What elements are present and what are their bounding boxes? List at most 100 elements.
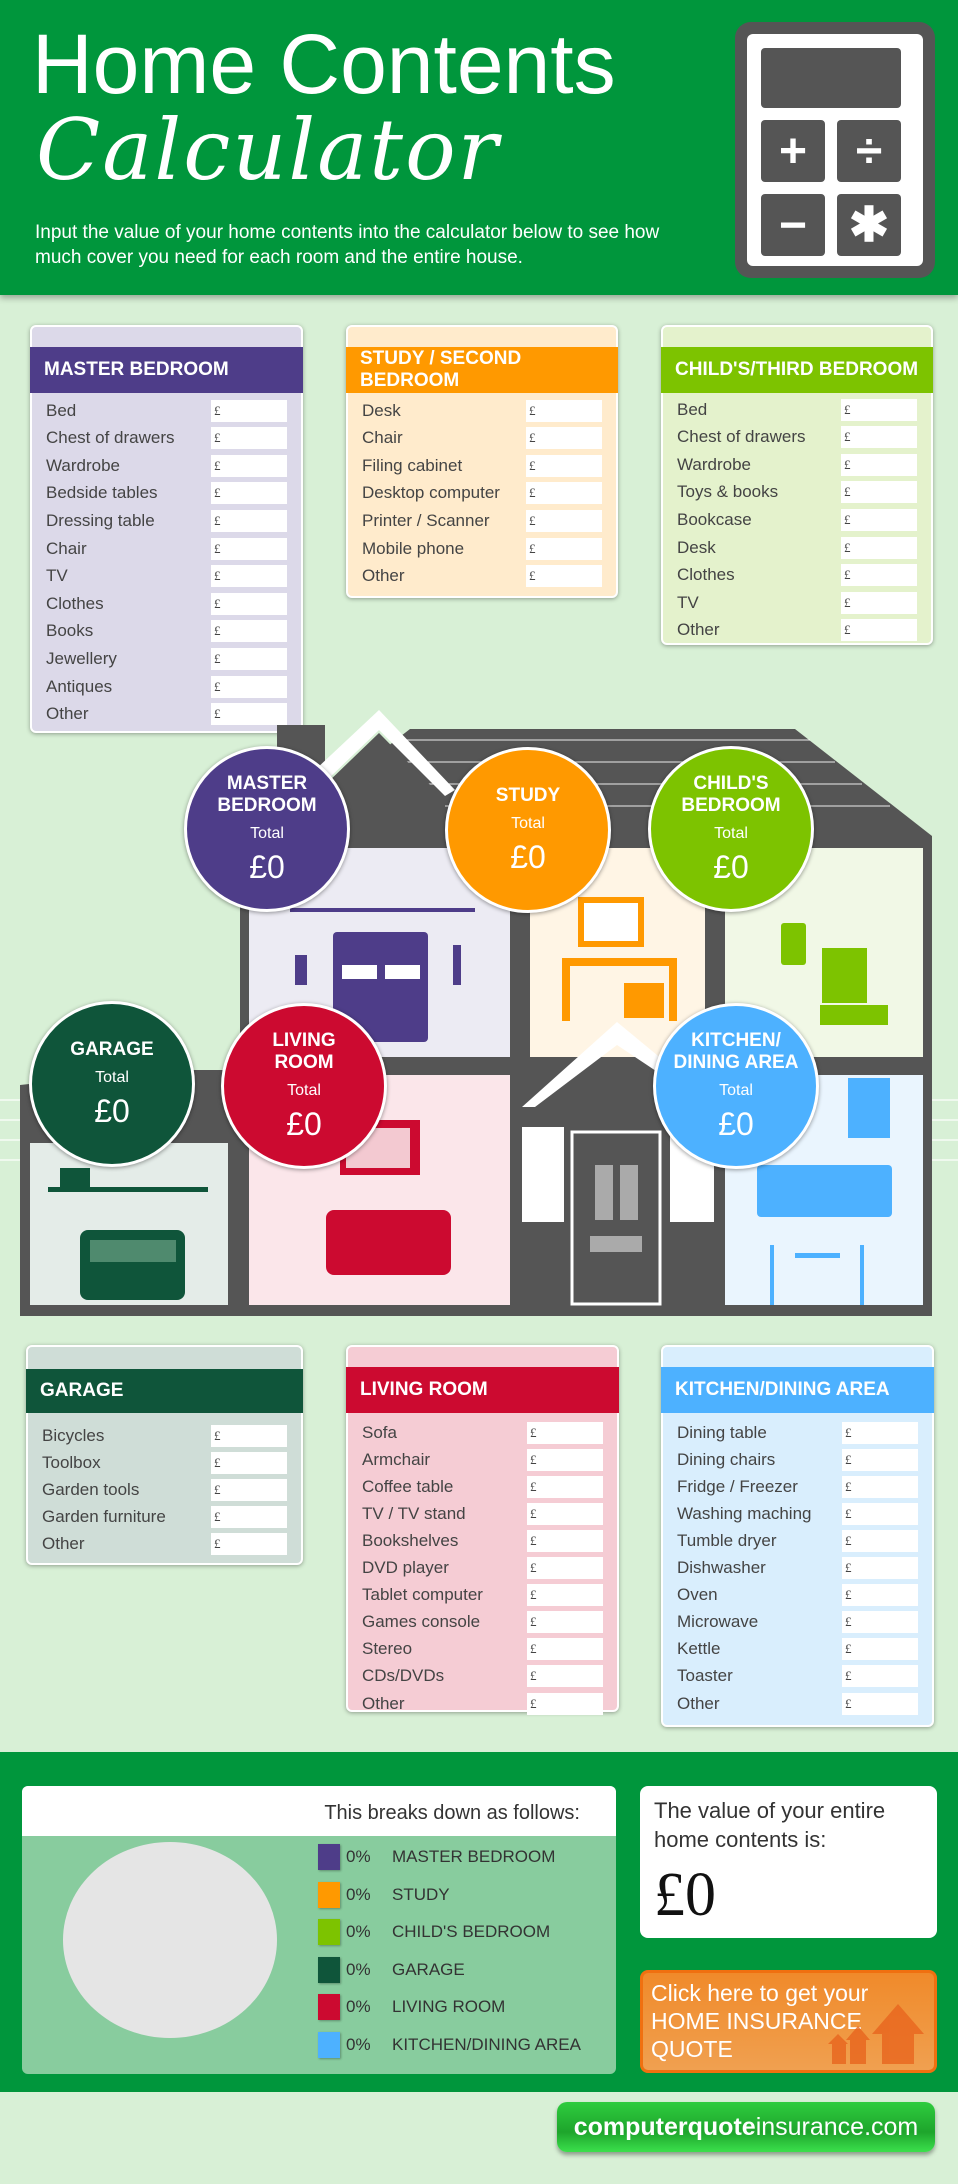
total-label: Total xyxy=(511,814,545,832)
item-value-input[interactable]: £ xyxy=(526,482,602,505)
item-row: Printer / Scanner £ xyxy=(362,507,602,534)
child-panel-title: CHILD'S/THIRD BEDROOM xyxy=(661,347,933,393)
item-label: Coffee table xyxy=(362,1476,454,1496)
currency-symbol: £ xyxy=(214,1454,221,1470)
item-value-input[interactable]: £ xyxy=(841,619,917,642)
item-value-input[interactable]: £ xyxy=(211,454,287,477)
item-label: CDs/DVDs xyxy=(362,1666,445,1686)
item-value-input[interactable]: £ xyxy=(841,508,917,531)
item-label: Other xyxy=(46,704,89,724)
item-label: Desktop computer xyxy=(362,483,500,503)
item-value-input[interactable]: £ xyxy=(841,536,917,559)
item-value-input[interactable]: £ xyxy=(211,1451,287,1474)
item-label: Armchair xyxy=(362,1449,431,1469)
item-value-input[interactable]: £ xyxy=(527,1529,603,1552)
currency-symbol: £ xyxy=(844,484,851,500)
item-value-input[interactable]: £ xyxy=(842,1692,918,1715)
item-value-input[interactable]: £ xyxy=(842,1611,918,1634)
item-value-input[interactable]: £ xyxy=(527,1638,603,1661)
item-value-input[interactable]: £ xyxy=(841,426,917,449)
item-value-input[interactable]: £ xyxy=(527,1665,603,1688)
item-value-input[interactable]: £ xyxy=(842,1475,918,1498)
item-value-input[interactable]: £ xyxy=(211,427,287,450)
item-row: Bed £ xyxy=(46,397,287,424)
item-value-input[interactable]: £ xyxy=(841,591,917,614)
item-value-input[interactable]: £ xyxy=(211,565,287,588)
item-value-input[interactable]: £ xyxy=(211,1532,287,1555)
item-value-input[interactable]: £ xyxy=(527,1475,603,1498)
currency-symbol: £ xyxy=(214,1535,221,1551)
currency-symbol: £ xyxy=(214,457,221,473)
item-value-input[interactable]: £ xyxy=(211,1478,287,1501)
item-value-input[interactable]: £ xyxy=(526,454,602,477)
total-label: Total xyxy=(287,1081,321,1099)
item-value-input[interactable]: £ xyxy=(211,509,287,532)
site-logo-button[interactable]: computerquote insurance.com xyxy=(557,2102,935,2152)
total-value-box: The value of your entire home contents i… xyxy=(640,1786,937,1938)
item-value-input[interactable]: £ xyxy=(842,1557,918,1579)
item-value-input[interactable]: £ xyxy=(527,1557,603,1579)
currency-symbol: £ xyxy=(530,1478,537,1494)
logo-light: insurance.com xyxy=(755,2112,919,2141)
item-value-input[interactable]: £ xyxy=(211,482,287,505)
currency-symbol: £ xyxy=(530,1505,537,1521)
garage-panel-title: GARAGE xyxy=(26,1369,303,1413)
item-label: Chair xyxy=(362,428,403,448)
item-row: Other £ xyxy=(42,1530,287,1557)
item-value-input[interactable]: £ xyxy=(842,1448,918,1471)
logo-bold: computerquote xyxy=(573,2112,756,2141)
item-value-input[interactable]: £ xyxy=(527,1448,603,1471)
item-value-input[interactable]: £ xyxy=(211,399,287,422)
item-value-input[interactable]: £ xyxy=(527,1692,603,1715)
item-label: Other xyxy=(677,620,720,640)
item-value-input[interactable]: £ xyxy=(527,1611,603,1634)
item-value-input[interactable]: £ xyxy=(526,565,602,588)
item-value-input[interactable]: £ xyxy=(842,1584,918,1607)
item-value-input[interactable]: £ xyxy=(526,509,602,532)
currency-symbol: £ xyxy=(214,1427,221,1443)
item-value-input[interactable]: £ xyxy=(841,398,917,421)
item-row: Dressing table £ xyxy=(46,507,287,534)
legend-percent: 0% xyxy=(346,1997,371,2017)
item-value-input[interactable]: £ xyxy=(211,1505,287,1528)
item-value-input[interactable]: £ xyxy=(842,1421,918,1444)
item-value-input[interactable]: £ xyxy=(842,1665,918,1688)
currency-symbol: £ xyxy=(845,1424,852,1440)
item-value-input[interactable]: £ xyxy=(526,399,602,422)
item-value-input[interactable]: £ xyxy=(211,675,287,698)
currency-symbol: £ xyxy=(529,402,536,418)
item-row: Other £ xyxy=(677,1690,918,1717)
item-value-input[interactable]: £ xyxy=(841,453,917,476)
item-value-input[interactable]: £ xyxy=(211,620,287,643)
pie-chart xyxy=(63,1842,277,2038)
currency-symbol: £ xyxy=(530,1641,537,1657)
currency-symbol: £ xyxy=(529,430,536,446)
item-value-input[interactable]: £ xyxy=(842,1638,918,1661)
item-value-input[interactable]: £ xyxy=(211,647,287,670)
item-label: Filing cabinet xyxy=(362,455,463,475)
item-value-input[interactable]: £ xyxy=(526,537,602,560)
item-row: Books £ xyxy=(46,618,287,645)
item-value-input[interactable]: £ xyxy=(527,1502,603,1525)
item-label: TV / TV stand xyxy=(362,1503,466,1523)
item-value-input[interactable]: £ xyxy=(211,537,287,560)
item-value-input[interactable]: £ xyxy=(841,481,917,504)
item-label: Bookcase xyxy=(677,509,752,529)
item-value-input[interactable]: £ xyxy=(842,1529,918,1552)
currency-symbol: £ xyxy=(530,1424,537,1440)
item-row: Chest of drawers £ xyxy=(46,425,287,452)
room-total-value: £0 xyxy=(286,1105,322,1142)
currency-symbol: £ xyxy=(529,512,536,528)
total-label: Total xyxy=(719,1081,753,1099)
item-value-input[interactable]: £ xyxy=(211,1424,287,1447)
item-value-input[interactable]: £ xyxy=(211,592,287,615)
item-value-input[interactable]: £ xyxy=(527,1421,603,1444)
item-value-input[interactable]: £ xyxy=(841,564,917,587)
item-row: Toaster £ xyxy=(677,1663,918,1690)
item-value-input[interactable]: £ xyxy=(527,1584,603,1607)
item-value-input[interactable]: £ xyxy=(842,1502,918,1525)
item-value-input[interactable]: £ xyxy=(211,703,287,726)
legend-item: 0% MASTER BEDROOM xyxy=(318,1843,555,1871)
get-quote-button[interactable]: Click here to get your HOME INSURANCE QU… xyxy=(640,1970,937,2073)
item-value-input[interactable]: £ xyxy=(526,427,602,450)
